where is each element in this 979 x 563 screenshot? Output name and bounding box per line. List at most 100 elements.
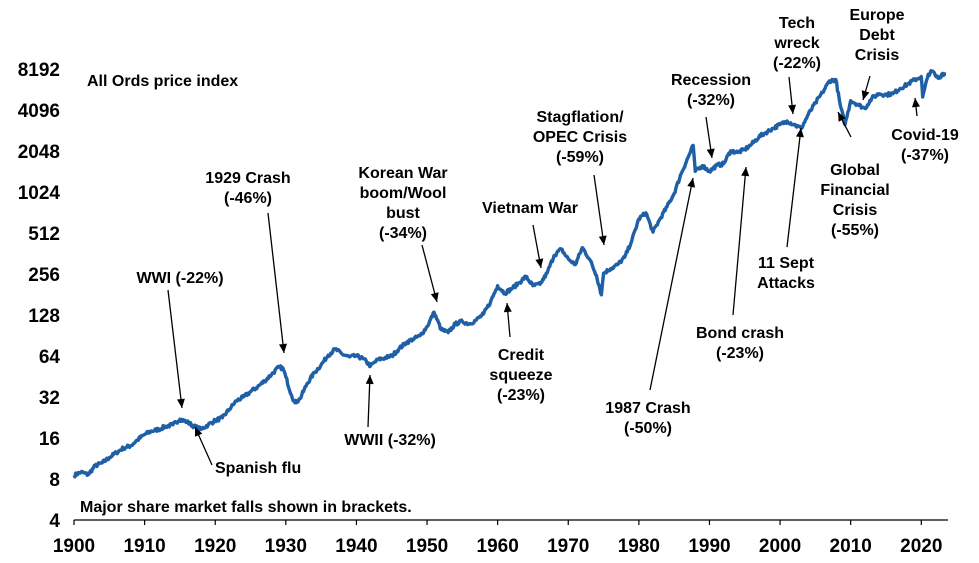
y-tick-label: 16 xyxy=(39,429,60,450)
y-axis-ticks: 4 8 16 32 64 128 256 512 1024 2048 4096 8192 xyxy=(18,60,61,532)
annotation-arrowhead xyxy=(741,167,750,177)
annotation-line: (-32%) xyxy=(687,92,735,109)
annotation-line: (-59%) xyxy=(556,149,604,166)
annotation-recession: Recession (-32%) xyxy=(671,72,751,159)
annotation-credit-squeeze: Credit squeeze (-23%) xyxy=(489,302,553,404)
annotation-tech-wreck: Tech wreck (-22%) xyxy=(773,15,821,115)
annotation-label: WWI (-22%) xyxy=(136,270,223,287)
annotation-line: boom/Wool xyxy=(360,185,447,202)
x-tick-label: 1970 xyxy=(547,536,589,557)
annotation-europe-debt: Europe Debt Crisis xyxy=(849,7,905,101)
annotation-line: (-23%) xyxy=(716,345,764,362)
annotation-arrow xyxy=(593,174,605,246)
annotation-arrowhead xyxy=(430,292,439,302)
chart-note: Major share market falls shown in bracke… xyxy=(80,499,412,516)
y-tick-label: 64 xyxy=(39,347,61,368)
annotation-crash-1929: 1929 Crash (-46%) xyxy=(205,170,291,354)
annotation-line: (-50%) xyxy=(624,420,672,437)
x-tick-label: 1920 xyxy=(194,536,236,557)
x-tick-label: 1900 xyxy=(53,536,95,557)
annotation-line: Attacks xyxy=(757,275,815,292)
annotation-line: (-23%) xyxy=(497,387,545,404)
annotation-label: Europe Debt Crisis xyxy=(849,7,904,64)
x-tick-label: 1950 xyxy=(406,536,448,557)
annotation-label: Covid-19 (-37%) xyxy=(891,127,959,164)
annotation-arrow xyxy=(421,244,438,303)
annotation-label: Stagflation/OPEC Crisis (-59%) xyxy=(533,109,627,166)
annotation-label: Tech wreck (-22%) xyxy=(773,15,821,72)
annotation-line: (-37%) xyxy=(901,147,949,164)
annotation-label: 1929 Crash (-46%) xyxy=(205,170,290,207)
x-tick-label: 1960 xyxy=(477,536,519,557)
annotation-arrowhead xyxy=(912,98,920,108)
series-line xyxy=(72,68,947,479)
annotation-line: WWI (-22%) xyxy=(136,270,223,287)
y-tick-label: 8192 xyxy=(18,60,60,81)
annotations-layer: WWI (-22%) Spanish flu 1929 Crash (-46%) WWI… xyxy=(136,7,958,477)
annotation-line: Crisis xyxy=(833,202,878,219)
annotation-sept-11: 11 Sept Attacks xyxy=(757,127,815,292)
annotation-arrow xyxy=(732,166,747,316)
annotation-covid: Covid-19 (-37%) xyxy=(891,97,959,164)
y-tick-label: 8 xyxy=(49,470,60,491)
annotation-arrowhead xyxy=(788,104,796,114)
annotation-line: Crisis xyxy=(855,47,900,64)
annotation-arrowhead xyxy=(796,128,804,138)
annotation-arrowhead xyxy=(279,343,287,353)
annotation-arrow xyxy=(649,177,694,391)
y-tick-label: 1024 xyxy=(18,183,61,204)
annotation-gfc: Global Financial Crisis (-55%) xyxy=(820,111,890,239)
annotation-line: Korean War xyxy=(358,165,447,182)
annotation-arrowhead xyxy=(687,178,696,188)
annotation-arrowhead xyxy=(535,258,544,268)
annotation-arrow xyxy=(267,212,285,354)
annotation-line: Global xyxy=(830,162,880,179)
annotation-bond-crash: Bond crash (-23%) xyxy=(696,166,784,362)
x-tick-label: 1980 xyxy=(618,536,660,557)
annotation-label: Global Financial Crisis (-55%) xyxy=(820,162,889,239)
annotation-line: Financial xyxy=(820,182,889,199)
y-tick-label: 4 xyxy=(49,511,60,532)
annotation-line: 1929 Crash xyxy=(205,170,290,187)
series-layer xyxy=(72,68,947,479)
annotation-line: Bond crash xyxy=(696,325,784,342)
annotation-line: Vietnam War xyxy=(482,200,578,217)
x-tick-label: 1910 xyxy=(123,536,165,557)
annotation-label: 11 Sept Attacks xyxy=(757,255,815,292)
y-tick-label: 2048 xyxy=(18,142,60,163)
annotation-line: Spanish flu xyxy=(215,460,301,477)
annotation-arrowhead xyxy=(861,90,870,100)
annotation-label: Korean War boom/Wool bust (-34%) xyxy=(358,165,447,242)
annotation-label: WWII (-32%) xyxy=(344,432,436,449)
x-tick-label: 1940 xyxy=(335,536,377,557)
x-tick-label: 1930 xyxy=(265,536,307,557)
annotation-arrowhead xyxy=(503,303,512,313)
annotation-arrowhead xyxy=(838,112,846,122)
y-tick-label: 512 xyxy=(28,224,60,245)
x-tick-label: 2020 xyxy=(900,536,942,557)
annotation-label: 1987 Crash (-50%) xyxy=(605,400,690,437)
annotation-crash-1987: 1987 Crash (-50%) xyxy=(605,177,696,437)
y-tick-label: 4096 xyxy=(18,101,60,122)
annotation-wwii: WWII (-32%) xyxy=(344,374,436,449)
annotation-line: OPEC Crisis xyxy=(533,129,627,146)
annotation-line: (-46%) xyxy=(224,190,272,207)
annotation-line: (-22%) xyxy=(773,55,821,72)
annotation-label: Recession (-32%) xyxy=(671,72,751,109)
annotation-line: WWII (-32%) xyxy=(344,432,436,449)
annotation-arrowhead xyxy=(195,427,203,437)
y-tick-label: 128 xyxy=(28,306,60,327)
annotation-label: Bond crash (-23%) xyxy=(696,325,784,362)
chart-title: All Ords price index xyxy=(87,73,238,90)
y-tick-label: 256 xyxy=(28,265,60,286)
y-tick-label: 32 xyxy=(39,388,60,409)
annotation-korean-war: Korean War boom/Wool bust (-34%) xyxy=(358,165,448,303)
annotation-arrowhead xyxy=(598,235,607,245)
annotation-line: Debt xyxy=(859,27,895,44)
annotation-line: wreck xyxy=(773,35,819,52)
annotation-line: Europe xyxy=(849,7,904,24)
x-axis: 1900 1910 1920 1930 1940 1950 1960 1970 1980 1990… xyxy=(53,519,948,557)
annotation-arrow xyxy=(786,127,802,248)
annotation-line: 11 Sept xyxy=(758,255,815,272)
annotation-line: (-55%) xyxy=(831,222,879,239)
